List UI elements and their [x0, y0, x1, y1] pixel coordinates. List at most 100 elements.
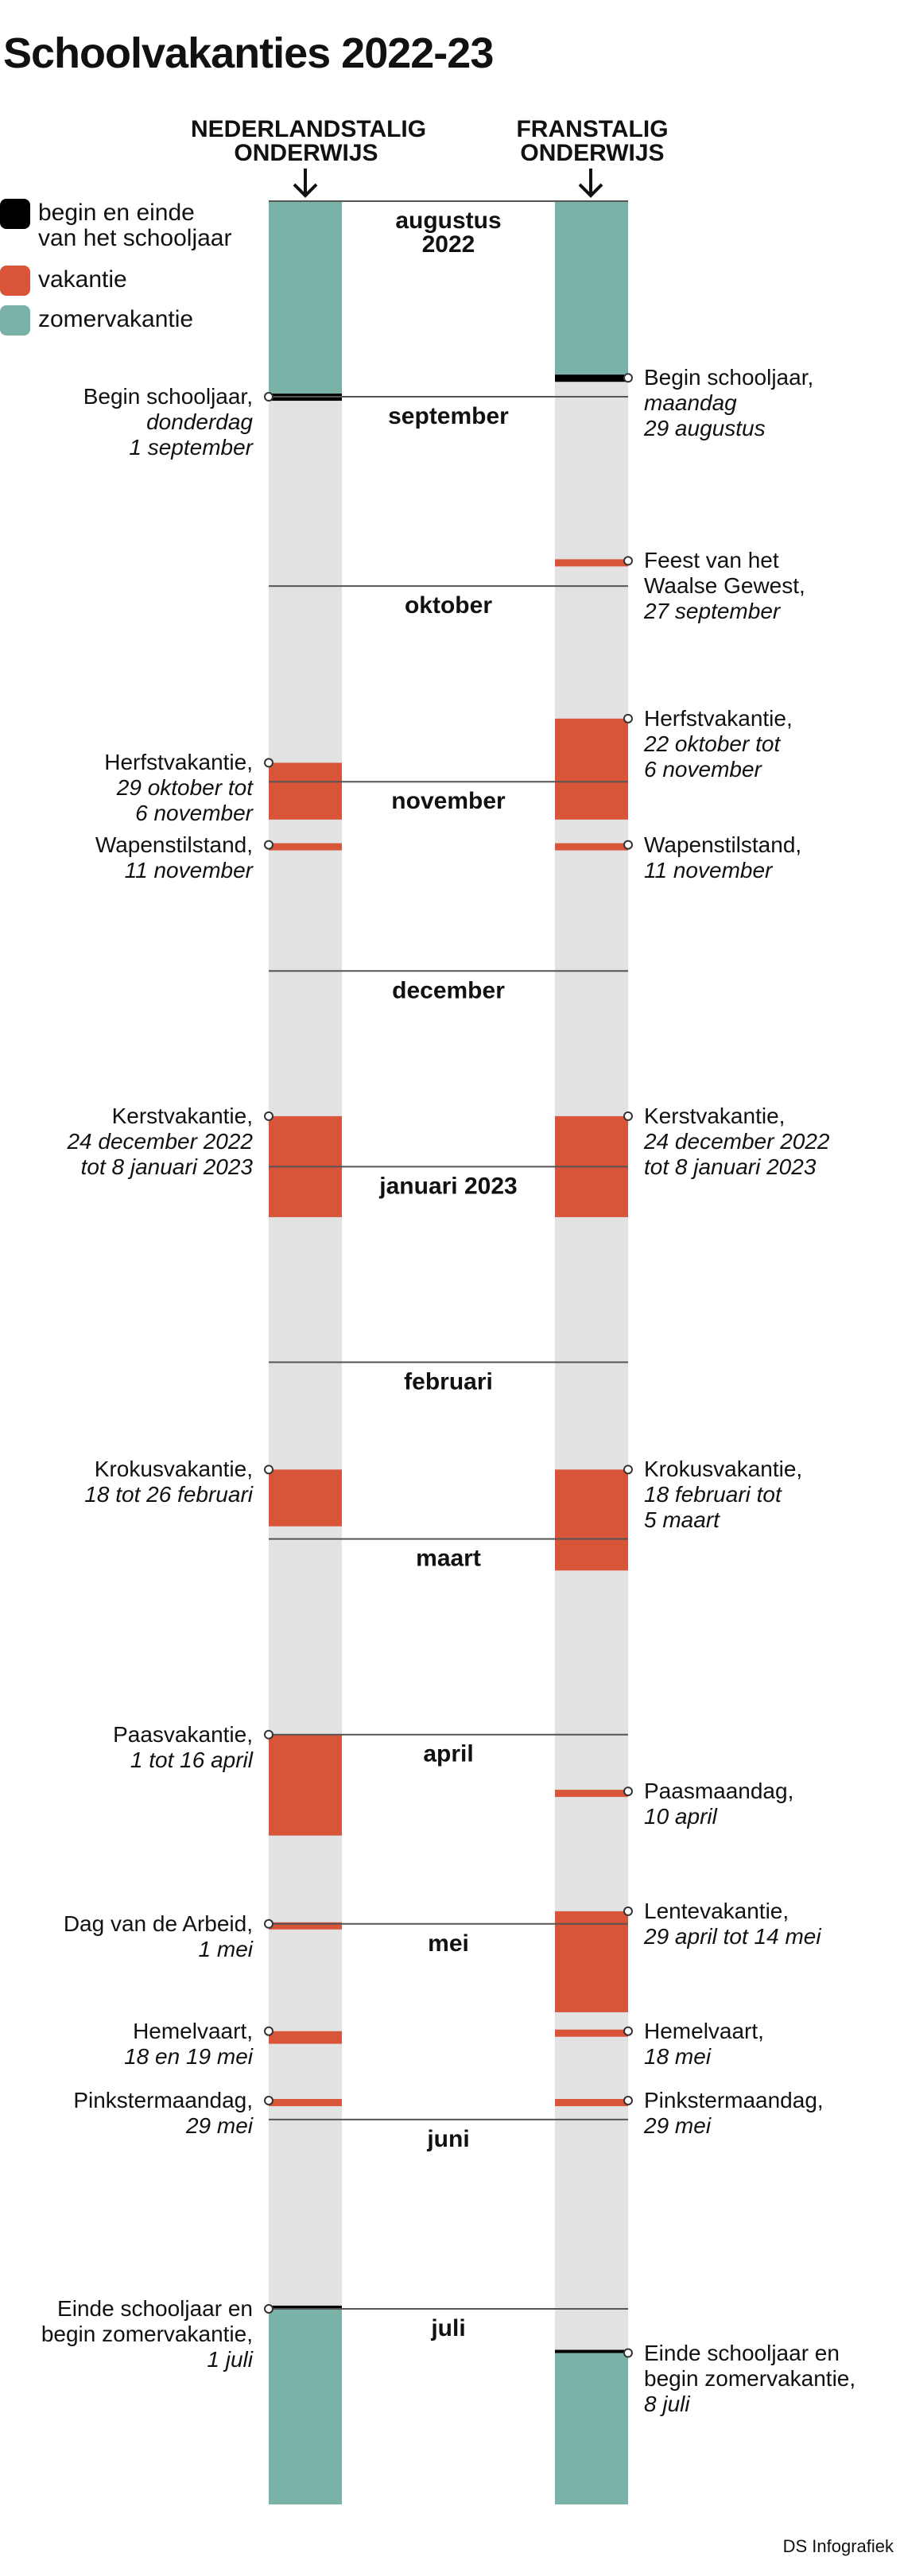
- event-name: Begin schooljaar,: [83, 384, 253, 409]
- event-dot-left: [264, 2303, 273, 2314]
- track-left: [269, 201, 342, 2504]
- event-dot-left: [264, 2096, 273, 2106]
- arrow-down-icon: [293, 169, 318, 198]
- legend-swatch: [0, 305, 30, 336]
- vacation-bar-right: [555, 2029, 628, 2037]
- event-label-right: Paasmaandag, 10 april: [644, 1779, 793, 1829]
- event-label-right: Lentevakantie, 29 april tot 14 mei: [644, 1899, 821, 1949]
- credit: DS Infografiek: [782, 2536, 894, 2556]
- event-name: Einde schooljaar en begin zomervakantie,: [41, 2295, 253, 2346]
- event-name: Pinkstermaandag,: [73, 2088, 253, 2113]
- month-label: juli: [430, 2315, 465, 2341]
- summer-bar-left: [269, 201, 342, 398]
- event-label-right: Feest van het Waalse Gewest, 27 september: [644, 548, 805, 624]
- event-name: Wapenstilstand,: [95, 832, 253, 857]
- event-date: 1 juli: [207, 2346, 253, 2372]
- event-name: Pinkstermaandag,: [644, 2088, 824, 2113]
- page-title: Schoolvakanties 2022-23: [3, 29, 494, 77]
- event-label-right: Kerstvakantie, 24 december 2022 tot 8 janu…: [644, 1104, 830, 1180]
- event-label-right: Wapenstilstand, 11 november: [644, 832, 801, 883]
- event-date: 18 mei: [644, 2043, 712, 2069]
- vacation-bar-right: [555, 718, 628, 820]
- event-label-right: Krokusvakantie, 18 februari tot 5 maart: [644, 1457, 802, 1533]
- event-date: 11 november: [644, 857, 773, 883]
- event-name: Begin schooljaar,: [644, 365, 814, 390]
- event-dot-left: [264, 1111, 273, 1121]
- event-dot-right: [623, 2096, 633, 2106]
- legend-label: zomervakantie: [38, 306, 194, 332]
- event-dot-right: [623, 1787, 633, 1797]
- event-label-right: Begin schooljaar, maandag 29 augustus: [644, 365, 813, 441]
- legend-label: begin en einde van het schooljaar: [38, 200, 232, 251]
- event-date: 18 februari tot 5 maart: [644, 1482, 782, 1533]
- event-date: 1 mei: [198, 1936, 253, 1961]
- legend-label-line: begin en einde: [38, 200, 195, 226]
- vacation-bar-left: [269, 1734, 342, 1836]
- month-label: mei: [428, 1930, 469, 1957]
- event-date: 24 december 2022 tot 8 januari 2023: [67, 1128, 253, 1179]
- event-label-left: Pinkstermaandag, 29 mei: [73, 2088, 253, 2139]
- event-name: Einde schooljaar en begin zomervakantie,: [644, 2340, 856, 2391]
- month-label: augustus: [395, 208, 501, 234]
- event-dot-right: [623, 1111, 633, 1121]
- month-label: april: [423, 1741, 473, 1767]
- event-label-right: Hemelvaart, 18 mei: [644, 2019, 764, 2070]
- event-date: 29 oktober tot 6 november: [116, 775, 253, 826]
- month-label: januari 2023: [378, 1173, 517, 1199]
- vacation-bar-right: [555, 1911, 628, 2012]
- track-right: [555, 201, 628, 2504]
- vacation-bar-right: [555, 1790, 628, 1798]
- vacation-bar-right: [555, 2099, 628, 2107]
- month-label: september: [388, 403, 509, 429]
- event-name: Lentevakantie,: [644, 1898, 789, 1923]
- event-date: 18 tot 26 februari: [84, 1482, 253, 1507]
- vacation-bar-right: [555, 1469, 628, 1571]
- event-name: Kerstvakantie,: [111, 1103, 253, 1128]
- schoolyear-marker-right: [555, 374, 628, 382]
- event-label-left: Begin schooljaar, donderdag 1 september: [83, 384, 253, 460]
- summer-bar-right: [555, 201, 628, 378]
- event-date: 29 april tot 14 mei: [644, 1923, 821, 1949]
- column-header-right: FRANSTALIG ONDERWIJS: [516, 116, 669, 166]
- event-label-left: Krokusvakantie, 18 tot 26 februari: [84, 1457, 253, 1507]
- event-date: 10 april: [644, 1804, 717, 1829]
- month-label: februari: [404, 1368, 493, 1395]
- summer-bar-right: [555, 2353, 628, 2504]
- event-dot-right: [623, 373, 633, 383]
- event-label-left: Kerstvakantie, 24 december 2022 tot 8 janu…: [67, 1104, 253, 1180]
- event-date: donderdag 1 september: [129, 409, 253, 460]
- event-date: 29 mei: [644, 2113, 712, 2139]
- event-dot-right: [623, 2026, 633, 2036]
- event-dot-left: [264, 1918, 273, 1929]
- event-dot-right: [623, 2348, 633, 2358]
- month-label: oktober: [405, 592, 492, 619]
- event-date: 24 december 2022 tot 8 januari 2023: [644, 1128, 830, 1179]
- event-dot-left: [264, 2026, 273, 2036]
- vacation-bar-left: [269, 2031, 342, 2044]
- month-label: december: [392, 977, 505, 1003]
- event-name: Herfstvakantie,: [104, 750, 253, 775]
- event-name: Dag van de Arbeid,: [63, 1911, 253, 1936]
- event-label-right: Pinkstermaandag, 29 mei: [644, 2088, 824, 2139]
- legend-label-line: van het schooljaar: [38, 225, 232, 251]
- month-label: november: [391, 788, 506, 814]
- event-name: Krokusvakantie,: [644, 1457, 803, 1482]
- event-dot-left: [264, 1729, 273, 1740]
- event-label-right: Einde schooljaar en begin zomervakantie, 8…: [644, 2341, 855, 2417]
- event-dot-left: [264, 840, 273, 850]
- vacation-bar-right: [555, 559, 628, 567]
- event-name: Wapenstilstand,: [644, 832, 802, 857]
- event-date: 27 september: [644, 599, 781, 624]
- event-date: 11 november: [124, 857, 253, 883]
- event-name: Hemelvaart,: [133, 2018, 253, 2043]
- event-label-left: Hemelvaart, 18 en 19 mei: [124, 2019, 253, 2070]
- event-dot-right: [623, 1465, 633, 1475]
- event-name: Kerstvakantie,: [644, 1103, 786, 1128]
- event-dot-right: [623, 713, 633, 724]
- event-label-left: Einde schooljaar en begin zomervakantie, 1…: [41, 2296, 253, 2372]
- event-date: 1 tot 16 april: [130, 1747, 253, 1772]
- legend-label: vakantie: [38, 266, 127, 293]
- event-date: maandag 29 augustus: [644, 390, 766, 441]
- event-date: 18 en 19 mei: [124, 2043, 253, 2069]
